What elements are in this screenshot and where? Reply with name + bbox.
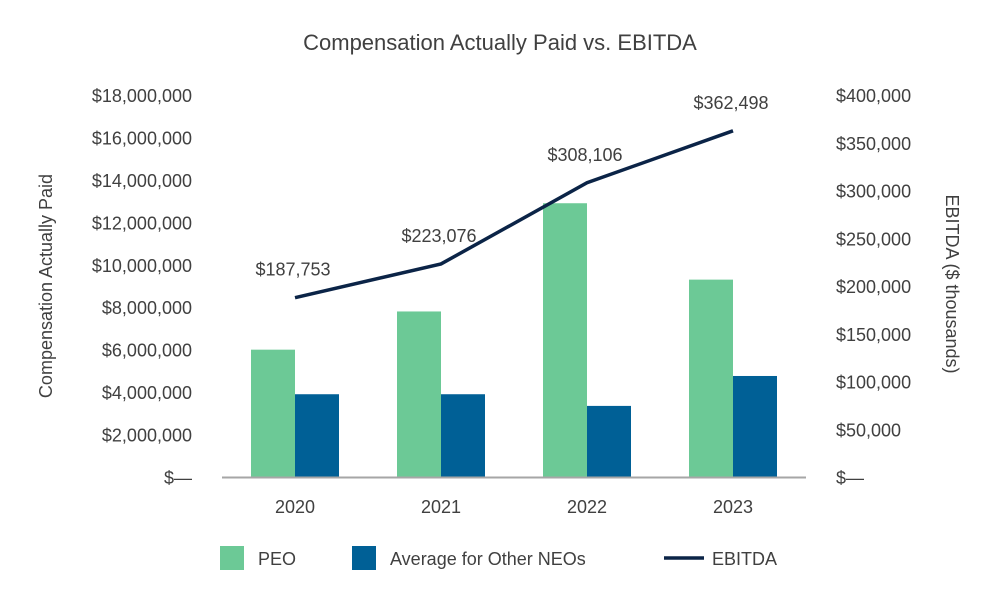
legend-swatch-peo <box>220 546 244 570</box>
bar-average-for-other-neos <box>733 375 777 477</box>
y2-tick-label: $150,000 <box>836 325 911 345</box>
bar-peo <box>689 279 733 477</box>
y-tick-label: $18,000,000 <box>92 86 192 106</box>
y2-tick-label: $350,000 <box>836 134 911 154</box>
ebitda-data-label: $223,076 <box>401 226 476 246</box>
legend-swatch-average-for-other-neos <box>352 546 376 570</box>
y2-tick-label: $400,000 <box>836 86 911 106</box>
bar-peo <box>397 311 441 477</box>
y2-tick-label: $— <box>836 468 864 488</box>
y-tick-label: $8,000,000 <box>102 298 192 318</box>
x-tick-label: 2023 <box>713 497 753 517</box>
y2-tick-label: $200,000 <box>836 277 911 297</box>
bar-peo <box>543 203 587 477</box>
legend-label: EBITDA <box>712 549 777 569</box>
bar-average-for-other-neos <box>587 405 631 477</box>
x-tick-label: 2021 <box>421 497 461 517</box>
bar-average-for-other-neos <box>295 394 339 477</box>
legend-label: Average for Other NEOs <box>390 549 586 569</box>
chart-title: Compensation Actually Paid vs. EBITDA <box>303 30 697 55</box>
y-tick-label: $4,000,000 <box>102 383 192 403</box>
y-tick-label: $14,000,000 <box>92 171 192 191</box>
y-tick-label: $— <box>164 468 192 488</box>
y2-tick-label: $300,000 <box>836 182 911 202</box>
y-tick-label: $12,000,000 <box>92 213 192 233</box>
legend-label: PEO <box>258 549 296 569</box>
bar-peo <box>251 349 295 477</box>
y2-tick-label: $50,000 <box>836 420 901 440</box>
x-tick-label: 2020 <box>275 497 315 517</box>
y2-axis-label: EBITDA ($ thousands) <box>942 194 962 373</box>
y-tick-label: $2,000,000 <box>102 426 192 446</box>
ebitda-data-label: $362,498 <box>693 93 768 113</box>
ebitda-data-label: $308,106 <box>547 145 622 165</box>
x-tick-label: 2022 <box>567 497 607 517</box>
ebitda-line <box>294 129 734 300</box>
y-axis-label: Compensation Actually Paid <box>36 174 56 398</box>
y-tick-label: $16,000,000 <box>92 128 192 148</box>
bar-average-for-other-neos <box>441 394 485 477</box>
y-tick-label: $10,000,000 <box>92 256 192 276</box>
ebitda-data-label: $187,753 <box>255 260 330 280</box>
y2-tick-label: $250,000 <box>836 229 911 249</box>
y-tick-label: $6,000,000 <box>102 341 192 361</box>
y2-tick-label: $100,000 <box>836 373 911 393</box>
